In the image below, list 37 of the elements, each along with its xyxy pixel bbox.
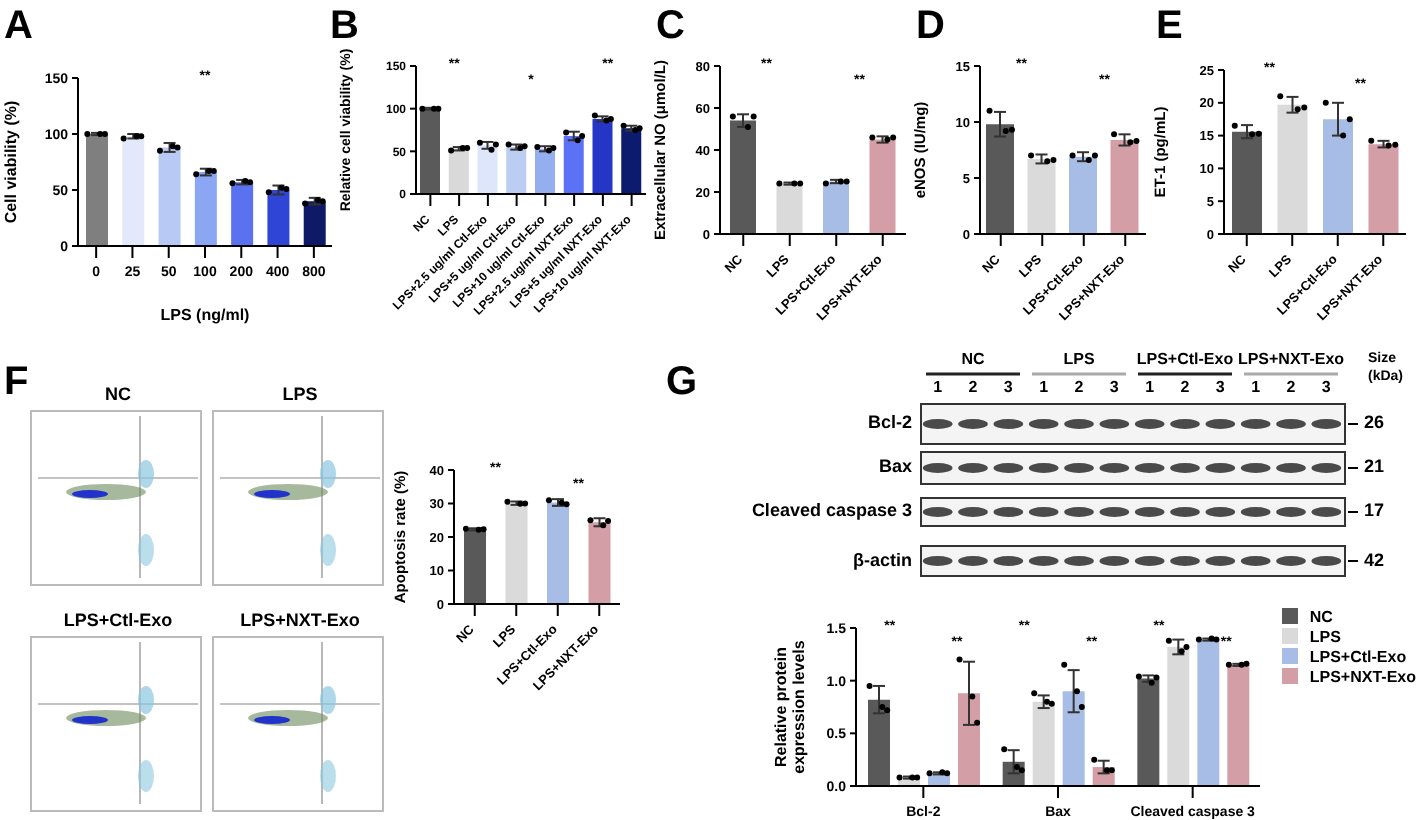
- text: 1: [1143, 378, 1157, 396]
- text: 1: [931, 378, 945, 396]
- text: β-actin: [853, 549, 912, 569]
- y-axis-title: Relative protein expression levels: [772, 639, 808, 774]
- text: NC: [105, 384, 131, 404]
- text: 1: [1249, 378, 1263, 396]
- text: NC: [959, 350, 987, 368]
- text: LPS: [1063, 350, 1095, 368]
- text: 2: [1178, 378, 1192, 396]
- text: LPS+Ctl-Exo: [1136, 350, 1234, 368]
- text: 3: [1107, 378, 1121, 396]
- text: 17: [1364, 500, 1385, 520]
- text: 3: [1213, 378, 1227, 396]
- chart-title: A: [4, 4, 33, 50]
- text: G: [666, 360, 698, 406]
- chart-title: C: [656, 4, 685, 50]
- text: Bcl-2: [867, 412, 912, 432]
- text: Bax: [878, 456, 912, 476]
- text: 3: [1319, 378, 1333, 396]
- chart-title: E: [1156, 4, 1183, 50]
- text: 26: [1364, 412, 1385, 432]
- legend-label: NC: [1309, 607, 1333, 625]
- y-axis-title: Cell viability (%): [2, 99, 20, 224]
- text: 21: [1364, 456, 1385, 476]
- text: 2: [1072, 378, 1086, 396]
- chart-title: B: [330, 4, 359, 49]
- text: F: [4, 360, 29, 406]
- text: LPS: [280, 384, 320, 404]
- text: 42: [1364, 549, 1385, 569]
- chart-title: D: [916, 4, 945, 50]
- text: 1: [1037, 378, 1051, 396]
- text: Cleaved caspase 3: [751, 500, 912, 520]
- text: 2: [966, 378, 980, 396]
- text: 2: [1284, 378, 1298, 396]
- text: 3: [1001, 378, 1015, 396]
- x-axis-title: LPS (ng/ml): [160, 306, 251, 324]
- text: LPS+NXT-Exo: [1237, 350, 1345, 368]
